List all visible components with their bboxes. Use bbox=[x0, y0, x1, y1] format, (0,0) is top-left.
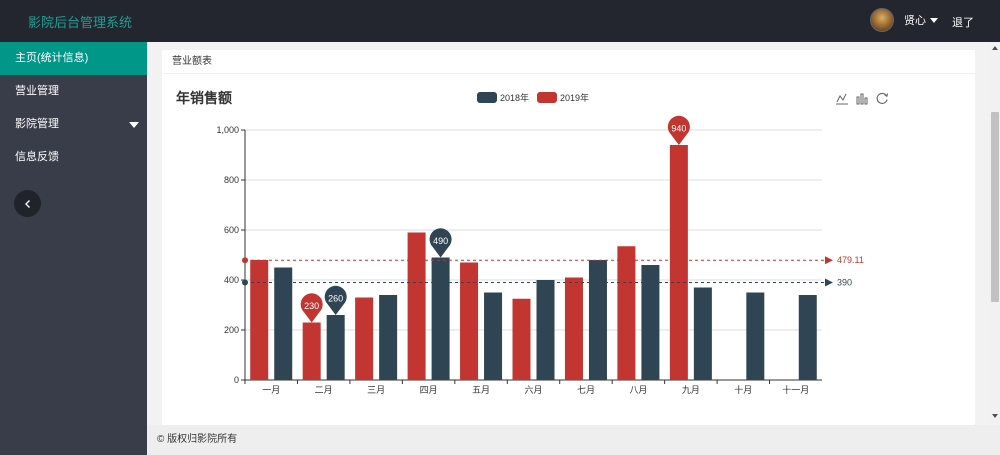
chart-title: 年销售额 bbox=[176, 90, 232, 106]
scrollbar[interactable] bbox=[990, 42, 1000, 425]
bar[interactable] bbox=[512, 298, 531, 380]
x-tick-label: 一月 bbox=[262, 385, 280, 395]
sidebar-item-cinema[interactable]: 影院管理 bbox=[0, 108, 147, 141]
avatar[interactable] bbox=[870, 8, 894, 32]
average-label: 479.11 bbox=[837, 255, 864, 265]
y-tick-label: 1,000 bbox=[216, 125, 239, 135]
y-tick-label: 400 bbox=[224, 275, 239, 285]
scroll-thumb[interactable] bbox=[991, 112, 999, 302]
marker-pin[interactable] bbox=[667, 115, 690, 145]
marker-pin[interactable] bbox=[300, 293, 323, 323]
y-tick-label: 800 bbox=[224, 175, 239, 185]
bar[interactable] bbox=[274, 267, 293, 381]
legend-label[interactable]: 2019年 bbox=[560, 92, 589, 103]
line-chart-icon[interactable] bbox=[836, 93, 848, 105]
sidebar-item-label: 主页(统计信息) bbox=[15, 52, 89, 64]
user-menu[interactable]: 贤心 bbox=[870, 8, 938, 32]
logout-link[interactable]: 退了 bbox=[952, 17, 974, 29]
user-name[interactable]: 贤心 bbox=[904, 15, 926, 27]
marker-label: 260 bbox=[328, 294, 343, 304]
bar[interactable] bbox=[693, 287, 712, 381]
sidebar-item-business[interactable]: 营业管理 bbox=[0, 75, 147, 108]
bar[interactable] bbox=[641, 265, 660, 380]
bar[interactable] bbox=[484, 292, 503, 381]
bar[interactable] bbox=[617, 246, 636, 380]
legend-swatch[interactable] bbox=[537, 92, 557, 103]
bar[interactable] bbox=[326, 315, 345, 380]
chart-legend: 2018年 2019年 bbox=[477, 92, 589, 103]
revenue-chart: 年销售额 2018年 2019年 0 200 400 600 800 1,000 一月 二月 三月… bbox=[176, 90, 889, 395]
marker-label: 490 bbox=[433, 236, 448, 246]
x-tick-label: 十一月 bbox=[782, 384, 809, 395]
bar[interactable] bbox=[798, 295, 817, 380]
sidebar-item-feedback[interactable]: 信息反馈 bbox=[0, 141, 147, 174]
bar[interactable] bbox=[564, 277, 583, 381]
x-tick-label: 二月 bbox=[315, 385, 333, 395]
bar[interactable] bbox=[460, 262, 479, 381]
sidebar-item-home[interactable]: 主页(统计信息) bbox=[0, 42, 147, 75]
sidebar-item-label: 营业管理 bbox=[15, 85, 59, 97]
marker-pin[interactable] bbox=[324, 285, 347, 315]
chevron-left-icon bbox=[24, 199, 30, 208]
main-content: 营业额表 年销售额 2018年 2019年 0 200 400 600 8 bbox=[147, 42, 990, 425]
caret-down-icon bbox=[129, 122, 139, 128]
scroll-up-arrow-icon[interactable] bbox=[992, 46, 998, 50]
bar[interactable] bbox=[355, 297, 374, 381]
bar[interactable] bbox=[536, 280, 555, 380]
restore-icon[interactable] bbox=[876, 92, 889, 104]
bar-chart-icon[interactable] bbox=[856, 93, 868, 105]
bar[interactable] bbox=[588, 260, 607, 380]
plot-area: 0 200 400 600 800 1,000 一月 二月 三月 四月 五月 六月 七月 八月 九月 十月 十一… bbox=[216, 115, 864, 395]
x-tick-label: 八月 bbox=[629, 385, 647, 395]
bar[interactable] bbox=[746, 292, 765, 381]
x-tick-label: 四月 bbox=[420, 385, 438, 395]
average-arrow-icon bbox=[825, 256, 833, 265]
sidebar: 主页(统计信息) 营业管理 影院管理 信息反馈 bbox=[0, 42, 147, 455]
top-bar: 影院后台管理系统 贤心 退了 bbox=[0, 0, 1000, 42]
legend-swatch[interactable] bbox=[477, 92, 497, 103]
sidebar-item-label: 影院管理 bbox=[15, 118, 59, 130]
legend-label[interactable]: 2018年 bbox=[500, 92, 529, 103]
marker-pin[interactable] bbox=[429, 228, 452, 258]
x-tick-label: 三月 bbox=[367, 385, 385, 395]
x-tick-label: 九月 bbox=[682, 385, 700, 395]
bar[interactable] bbox=[379, 295, 398, 380]
app-title[interactable]: 影院后台管理系统 bbox=[28, 15, 133, 30]
x-tick-label: 五月 bbox=[472, 385, 490, 395]
bar[interactable] bbox=[302, 322, 321, 381]
revenue-card: 营业额表 年销售额 2018年 2019年 0 200 400 600 8 bbox=[162, 50, 975, 425]
average-arrow-icon bbox=[825, 278, 833, 287]
marker-label: 230 bbox=[304, 301, 319, 311]
bar[interactable] bbox=[431, 257, 450, 381]
bar[interactable] bbox=[669, 145, 688, 380]
bar[interactable] bbox=[407, 232, 426, 381]
chart-toolbox bbox=[836, 92, 889, 105]
sidebar-item-label: 信息反馈 bbox=[15, 151, 59, 163]
sidebar-collapse-button[interactable] bbox=[14, 190, 41, 217]
y-tick-label: 0 bbox=[234, 375, 239, 385]
y-tick-label: 600 bbox=[224, 225, 239, 235]
footer: © 版权归影院所有 bbox=[147, 425, 1000, 455]
x-tick-label: 十月 bbox=[734, 384, 752, 395]
bar[interactable] bbox=[250, 260, 269, 380]
x-tick-label: 七月 bbox=[577, 385, 595, 395]
chevron-down-icon[interactable] bbox=[930, 17, 938, 23]
marker-label: 940 bbox=[671, 124, 686, 134]
card-header: 营业额表 bbox=[162, 50, 975, 74]
scroll-down-arrow-icon[interactable] bbox=[992, 414, 998, 418]
y-tick-label: 200 bbox=[224, 325, 239, 335]
average-label: 390 bbox=[837, 278, 852, 288]
x-tick-label: 六月 bbox=[524, 384, 542, 395]
